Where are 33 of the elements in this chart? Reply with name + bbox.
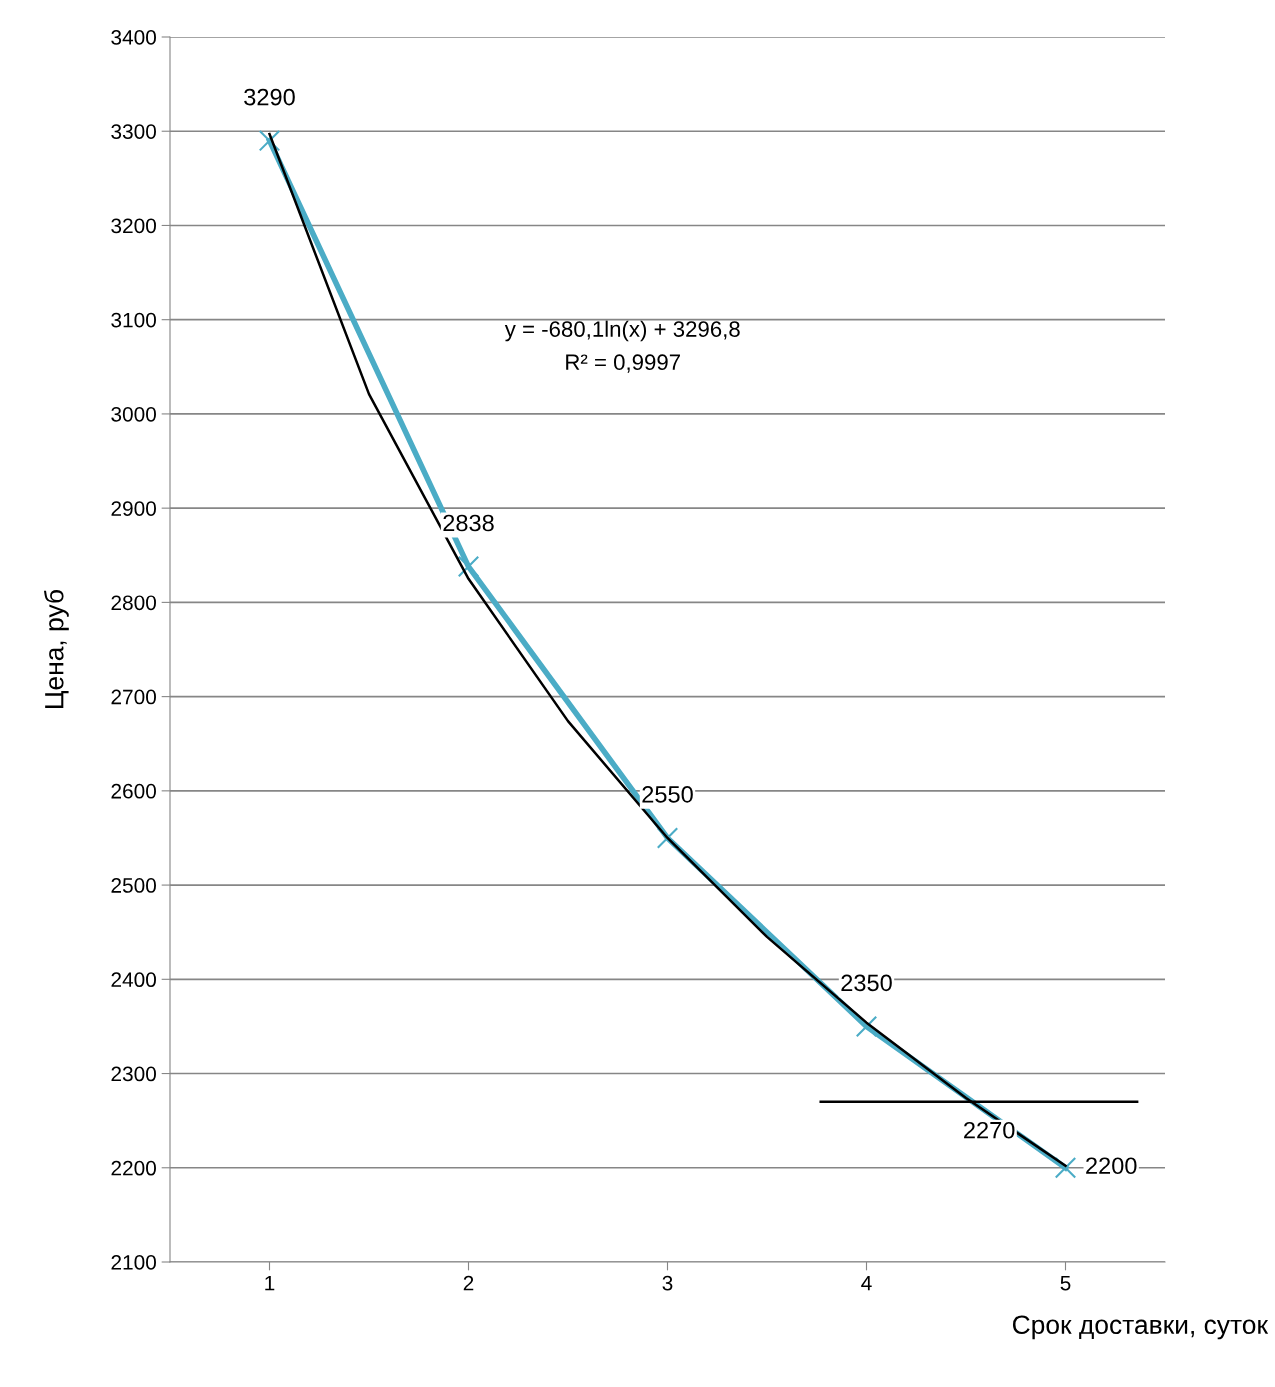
point [258, 129, 281, 152]
x-tick-label: 1 [265, 1275, 275, 1291]
annotation: R² = 0,9997 [566, 354, 680, 373]
x-tick-label: 5 [1060, 1275, 1071, 1291]
y-tick-label: 3300 [111, 124, 156, 139]
point [1054, 1157, 1077, 1179]
y-tick-label: 2900 [111, 501, 156, 516]
annotation: y = -680,1ln(x) + 3296,8 [504, 320, 740, 342]
y-tick-label: 3200 [111, 218, 156, 234]
y-tick-label: 2500 [111, 878, 156, 893]
y-tick-label: 3100 [111, 312, 156, 328]
y-tick-label: 2200 [111, 1160, 156, 1176]
point [855, 1015, 878, 1038]
annotation: 2270 [964, 1121, 1015, 1139]
y-tick-label: 3400 [111, 30, 156, 45]
y-tick-label: 3000 [111, 406, 156, 422]
x-tick-label: 3 [662, 1275, 673, 1291]
y-axis-title: Цена, руб [43, 590, 69, 708]
y-tick-label: 2700 [111, 689, 156, 705]
x-axis-title: Срок доставки, суток [1012, 1315, 1269, 1340]
y-tick-label: 2300 [111, 1066, 156, 1082]
x-tick-label: 4 [861, 1275, 872, 1291]
y-tick-label: 2800 [111, 595, 156, 611]
y-tick-label: 2100 [111, 1255, 156, 1270]
point [457, 555, 480, 578]
data-label: 2550 [642, 786, 693, 803]
data-label: 2200 [1086, 1157, 1137, 1175]
y-tick-label: 2400 [111, 972, 156, 988]
data-label: 2350 [841, 974, 892, 992]
data-label: 2838 [443, 514, 494, 532]
data-label: 3290 [244, 88, 295, 106]
y-tick-label: 2600 [111, 783, 156, 799]
x-tick-label: 2 [463, 1275, 474, 1291]
